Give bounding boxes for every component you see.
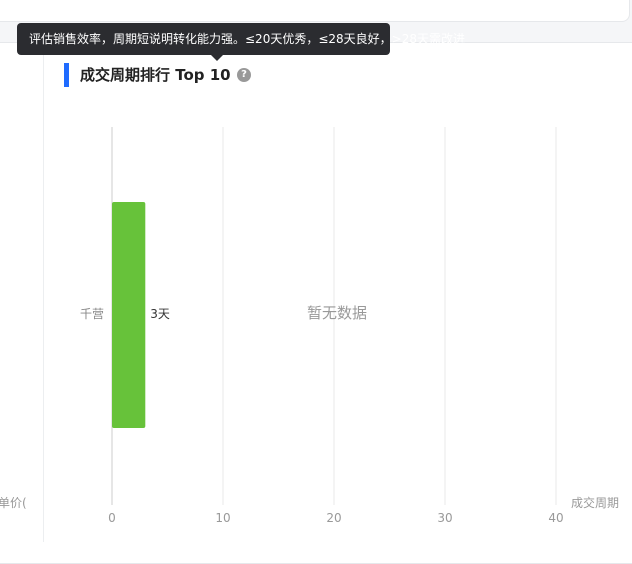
title-accent-bar (64, 63, 69, 87)
x-axis-label: 成交周期 (571, 495, 619, 510)
x-tick-label: 10 (215, 511, 230, 525)
top-card (0, 0, 630, 22)
x-tick-label: 20 (326, 511, 341, 525)
x-tick-label: 0 (108, 511, 116, 525)
chart-card (0, 42, 632, 564)
empty-state-text: 暂无数据 (307, 304, 367, 322)
tooltip: 评估销售效率，周期短说明转化能力强。≤20天优秀，≤28天良好，>28天需改进 (17, 23, 465, 61)
y-category-label: 千营 (80, 307, 104, 321)
clipped-axis-label: 单价( (0, 496, 27, 510)
bar-chart: 0 10 20 30 40 成交周期 单价( 千营 3天 暂无数据 (0, 127, 619, 525)
x-tick-label: 40 (548, 511, 563, 525)
divider (43, 42, 44, 542)
question-circle-icon[interactable]: ? (237, 68, 251, 82)
bar (112, 202, 146, 428)
x-tick-label: 30 (437, 511, 452, 525)
bar-value-label: 3天 (150, 307, 170, 321)
panel-title: 成交周期排行 Top 10 (80, 66, 231, 84)
